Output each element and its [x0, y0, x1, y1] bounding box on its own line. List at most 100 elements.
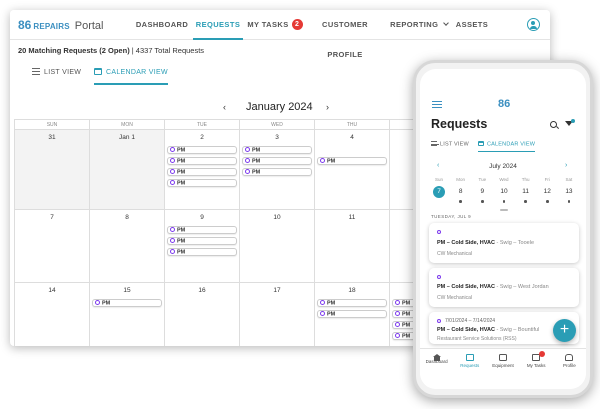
day-number: 16: [198, 287, 206, 294]
card-title: PM – Cold Side, HVAC: [437, 240, 495, 246]
bottom-nav-requests[interactable]: Requests: [455, 354, 485, 389]
event-label: PM: [177, 158, 186, 165]
calendar-day[interactable]: 31: [15, 130, 90, 210]
nav-dashboard[interactable]: DASHBOARD: [135, 20, 189, 29]
calendar-event[interactable]: PM: [167, 237, 237, 245]
card-title: PM – Cold Side, HVAC: [437, 327, 495, 333]
week-day[interactable]: Thu 11: [518, 177, 534, 207]
nav-reporting-label: REPORTING: [390, 20, 439, 29]
search-icon[interactable]: [550, 121, 557, 128]
day-number: 14: [48, 287, 56, 294]
week-day[interactable]: Tue 9: [474, 177, 490, 207]
nav-my-tasks[interactable]: MY TASKS 2: [246, 10, 304, 40]
nav-customer-profile[interactable]: CUSTOMER PROFILE: [322, 20, 368, 59]
calendar-day[interactable]: 2 PM PM PM PM: [165, 130, 240, 210]
filter-icon[interactable]: [565, 119, 575, 129]
calendar-event[interactable]: PM: [167, 157, 237, 165]
request-card[interactable]: PM – Cold Side, HVAC - Swig – Tooele CW …: [429, 223, 579, 263]
tab-list-view[interactable]: LIST VIEW: [431, 141, 469, 152]
event-label: PM: [177, 227, 186, 234]
home-icon: [432, 354, 441, 361]
week-day[interactable]: Mon 8: [453, 177, 469, 207]
calendar-event[interactable]: PM: [317, 157, 387, 165]
calendar-event[interactable]: PM: [167, 179, 237, 187]
total-count: | 4337 Total Requests: [129, 46, 205, 55]
bottom-navigation: Dashboard Requests Equipment My Tasks Pr…: [420, 348, 586, 389]
day-number: Jan 1: [119, 134, 135, 141]
calendar-event[interactable]: PM: [92, 299, 162, 307]
event-label: PM: [402, 322, 411, 329]
calendar-event[interactable]: PM: [317, 310, 387, 318]
prev-month-button[interactable]: ‹: [437, 162, 440, 169]
calendar-day[interactable]: 9 PM PM PM: [165, 210, 240, 283]
status-dot-icon: [170, 180, 175, 185]
calendar-event[interactable]: PM: [167, 168, 237, 176]
calendar-day[interactable]: 17: [240, 283, 315, 346]
bottom-nav-label: My Tasks: [526, 363, 546, 368]
day-number: 2: [200, 134, 204, 141]
calendar-day[interactable]: 10: [240, 210, 315, 283]
calendar-event[interactable]: PM: [167, 146, 237, 154]
calendar-event[interactable]: PM: [242, 146, 312, 154]
card-location: - Swig – Bountiful: [494, 327, 540, 333]
day-number: 18: [348, 287, 356, 294]
top-navigation: 86 REPAIRS Portal DASHBOARD REQUESTS MY …: [10, 10, 550, 59]
tab-calendar-view[interactable]: CALENDAR VIEW: [478, 141, 536, 152]
status-dot-icon: [170, 227, 175, 232]
calendar-day[interactable]: 14: [15, 283, 90, 346]
hamburger-menu-icon[interactable]: [432, 101, 442, 108]
calendar-day[interactable]: 15 PM: [90, 283, 165, 346]
tasks-badge: [539, 351, 546, 357]
calendar-day[interactable]: 8: [90, 210, 165, 283]
day-number: 15: [123, 287, 131, 294]
drag-handle[interactable]: [500, 209, 508, 211]
week-day[interactable]: Sun 7: [431, 177, 447, 207]
next-month-button[interactable]: ›: [326, 102, 329, 112]
nav-reporting[interactable]: REPORTING: [388, 10, 450, 40]
weekday-label: Fri: [544, 177, 550, 182]
nav-requests[interactable]: REQUESTS: [193, 10, 243, 40]
bottom-nav-profile[interactable]: Profile: [554, 354, 584, 389]
event-label: PM: [327, 158, 336, 165]
nav-assets[interactable]: ASSETS: [455, 20, 489, 29]
request-card[interactable]: PM – Cold Side, HVAC - Swig – West Jorda…: [429, 268, 579, 307]
status-dot-icon: [395, 311, 400, 316]
tab-list-view[interactable]: LIST VIEW: [32, 65, 81, 85]
calendar-event[interactable]: PM: [167, 226, 237, 234]
bottom-nav-label: Requests: [460, 363, 480, 368]
calendar-day[interactable]: 4 PM: [315, 130, 390, 210]
next-month-button[interactable]: ›: [565, 162, 568, 169]
day-number: 10: [273, 214, 281, 221]
day-number: 12: [543, 188, 551, 195]
calendar-event[interactable]: PM: [167, 248, 237, 256]
bottom-nav-equipment[interactable]: Equipment: [488, 354, 518, 389]
bottom-nav-label: Dashboard: [425, 359, 448, 364]
add-request-button[interactable]: +: [553, 319, 576, 342]
event-label: PM: [177, 249, 186, 256]
day-number: 7: [50, 214, 54, 221]
logo-brand-sub: REPAIRS: [33, 22, 70, 31]
weekday-label: WED: [240, 120, 315, 130]
bottom-nav-dashboard[interactable]: Dashboard: [422, 354, 452, 389]
prev-month-button[interactable]: ‹: [223, 102, 226, 112]
week-day[interactable]: Fri 12: [539, 177, 555, 207]
calendar-day[interactable]: 16: [165, 283, 240, 346]
week-day[interactable]: Sat 13: [561, 177, 577, 207]
calendar-event[interactable]: PM: [242, 157, 312, 165]
weekday-label: THU: [315, 120, 390, 130]
bottom-nav-my-tasks[interactable]: My Tasks: [521, 351, 551, 389]
calendar-day[interactable]: 7: [15, 210, 90, 283]
calendar-day[interactable]: 11: [315, 210, 390, 283]
calendar-event[interactable]: PM: [317, 299, 387, 307]
calendar-event[interactable]: PM: [242, 168, 312, 176]
calendar-day[interactable]: 3 PM PM PM: [240, 130, 315, 210]
calendar-day[interactable]: Jan 1: [90, 130, 165, 210]
bottom-nav-label: Equipment: [492, 363, 514, 368]
status-dot-icon: [170, 169, 175, 174]
card-location: - Swig – West Jordan: [494, 284, 549, 290]
tab-calendar-view[interactable]: CALENDAR VIEW: [94, 65, 168, 85]
account-icon[interactable]: [527, 18, 540, 31]
app-logo[interactable]: 86 REPAIRS Portal: [18, 18, 103, 32]
calendar-day[interactable]: 18 PM PM: [315, 283, 390, 346]
week-day[interactable]: Wed 10: [496, 177, 512, 207]
